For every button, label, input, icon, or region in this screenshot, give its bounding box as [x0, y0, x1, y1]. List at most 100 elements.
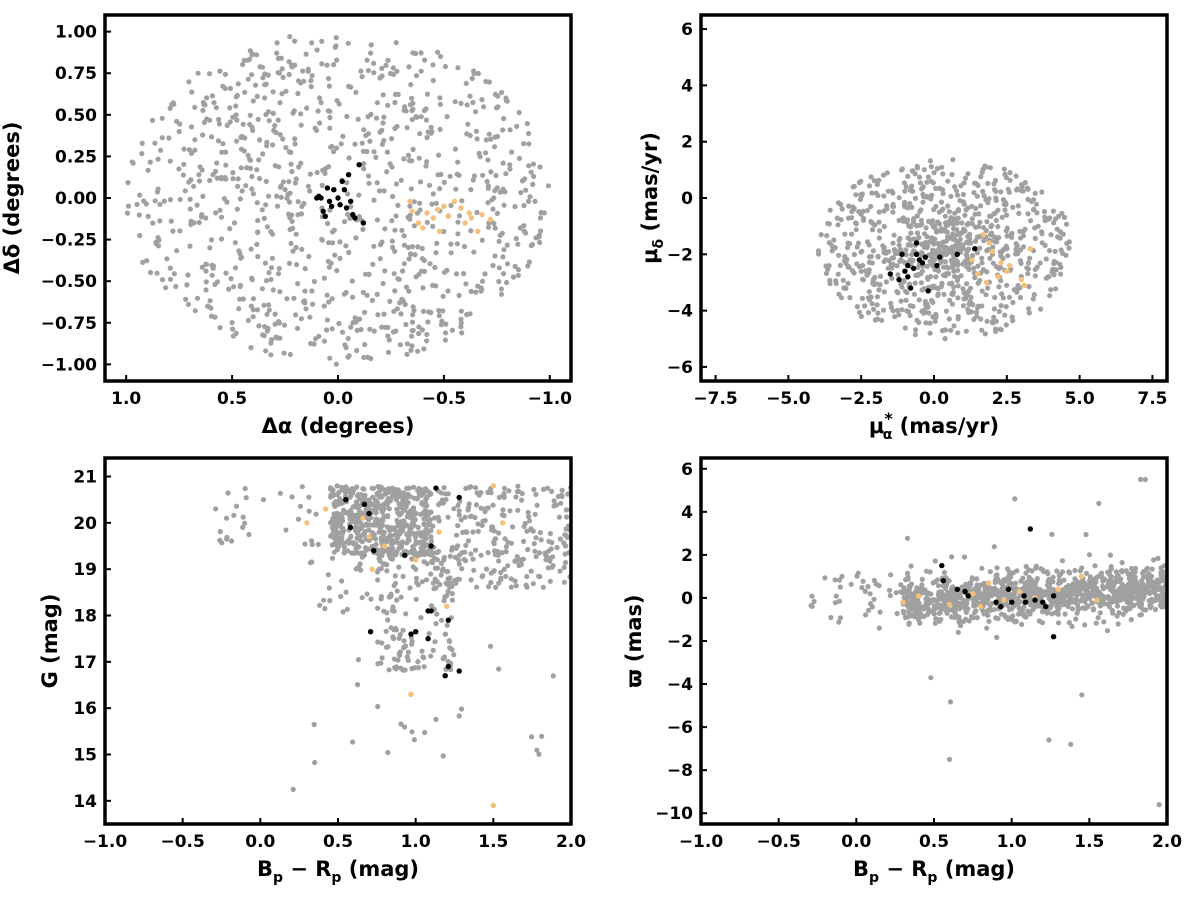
- sky-field-point: [218, 236, 225, 242]
- sky-field-point: [264, 224, 270, 230]
- pm-field-point: [950, 157, 956, 163]
- sky-field-point: [515, 241, 521, 247]
- pm-field-point: [1026, 306, 1032, 312]
- sky-field-point: [442, 330, 449, 336]
- cmd-field-point: [381, 561, 387, 567]
- parallax-field-point: [833, 593, 839, 599]
- sky-field-point: [442, 337, 448, 343]
- sky-field-point: [255, 253, 261, 260]
- parallax-orange-member-point: [977, 603, 984, 610]
- cmd-field-point: [412, 511, 418, 517]
- cmd-field-point: [423, 577, 430, 583]
- parallax-field-point: [928, 675, 934, 681]
- cmd-orange-member-point: [360, 515, 366, 521]
- cmd-field-point: [404, 654, 410, 660]
- cmd-field-point: [229, 538, 235, 544]
- cmd-field-point: [550, 554, 556, 560]
- parallax-field-point: [927, 569, 933, 575]
- cmd-field-point: [532, 548, 538, 554]
- parallax-field-point: [989, 600, 995, 607]
- pm-field-point: [894, 263, 900, 269]
- sky-field-point: [512, 263, 518, 270]
- cmd-field-point: [391, 656, 397, 662]
- parallax-field-point: [1113, 569, 1119, 575]
- parallax-field-point: [1158, 565, 1164, 571]
- cmd-black-member-point: [402, 552, 408, 558]
- sky-field-point: [270, 142, 276, 148]
- pm-field-point: [926, 218, 932, 224]
- pm-field-point: [960, 286, 966, 292]
- parallax-field-point: [1027, 602, 1034, 608]
- sky-field-point: [361, 166, 367, 172]
- sky-field-point: [379, 73, 385, 79]
- pm-field-point: [884, 203, 890, 209]
- cmd-field-point: [512, 578, 518, 584]
- parallax-field-point: [1084, 588, 1090, 594]
- parallax-field-point: [1069, 623, 1075, 630]
- sky-field-point: [254, 241, 260, 247]
- sky-field-point: [195, 70, 201, 76]
- sky-field-point: [521, 203, 527, 209]
- sky-field-point: [526, 130, 532, 137]
- pm-field-point: [933, 203, 939, 210]
- sky-field-point: [293, 231, 299, 237]
- parallax-field-point: [1046, 583, 1052, 589]
- sky-field-point: [348, 204, 354, 210]
- pm-field-point: [874, 294, 881, 300]
- cmd-field-point: [409, 550, 415, 556]
- pm-field-point: [876, 287, 882, 293]
- pm-field-point: [905, 308, 912, 315]
- pm-field-point: [891, 232, 897, 238]
- sky-field-point: [196, 172, 202, 178]
- parallax-field-point: [924, 612, 931, 618]
- parallax-xlabel-sub: p: [869, 870, 879, 886]
- sky-field-point: [307, 188, 313, 194]
- pm-field-point: [908, 242, 914, 248]
- parallax-field-point: [1125, 605, 1131, 611]
- cmd-field-point: [544, 485, 551, 491]
- cmd-field-point: [240, 524, 246, 531]
- cmd-field-point: [446, 638, 452, 644]
- sky-field-point: [334, 145, 340, 151]
- pm-field-point: [869, 227, 876, 233]
- sky-field-point: [491, 195, 497, 201]
- sky-field-point: [448, 241, 454, 247]
- parallax-orange-member-point: [1094, 597, 1100, 603]
- sky-field-point: [401, 242, 407, 248]
- cmd-field-point: [343, 589, 349, 595]
- parallax-field-point: [934, 577, 940, 583]
- pm-field-point: [1004, 282, 1010, 288]
- cmd-field-point: [533, 491, 539, 498]
- sky-field-point: [140, 259, 146, 265]
- sky-field-point: [411, 223, 417, 229]
- pm-field-point: [890, 240, 896, 246]
- sky-field-point: [254, 167, 260, 173]
- pm-field-point: [935, 268, 942, 274]
- cmd-field-point: [554, 544, 560, 551]
- sky-field-point: [379, 127, 385, 133]
- sky-field-point: [266, 193, 272, 199]
- pm-field-point: [931, 283, 937, 289]
- cmd-field-point: [548, 546, 554, 552]
- parallax-field-point: [862, 588, 868, 595]
- cmd-field-point: [398, 721, 404, 727]
- pm-field-point: [917, 180, 924, 186]
- parallax-orange-member-point: [915, 593, 922, 599]
- sky-field-point: [295, 90, 301, 97]
- sky-field-point: [371, 70, 377, 76]
- sky-field-point: [243, 183, 249, 189]
- sky-field-point: [414, 210, 421, 216]
- pm-field-point: [996, 266, 1002, 272]
- parallax-field-point: [985, 584, 991, 590]
- pm-field-point: [925, 174, 932, 180]
- sky-field-point: [461, 271, 467, 277]
- parallax-field-point: [811, 598, 817, 605]
- pm-field-point: [914, 163, 920, 169]
- cmd-field-point: [393, 627, 399, 633]
- sky-field-point: [250, 307, 256, 313]
- sky-field-point: [482, 271, 488, 277]
- pm-field-point: [907, 312, 913, 319]
- sky-field-point: [283, 88, 289, 94]
- parallax-field-point: [930, 580, 936, 586]
- parallax-field-point: [944, 595, 950, 602]
